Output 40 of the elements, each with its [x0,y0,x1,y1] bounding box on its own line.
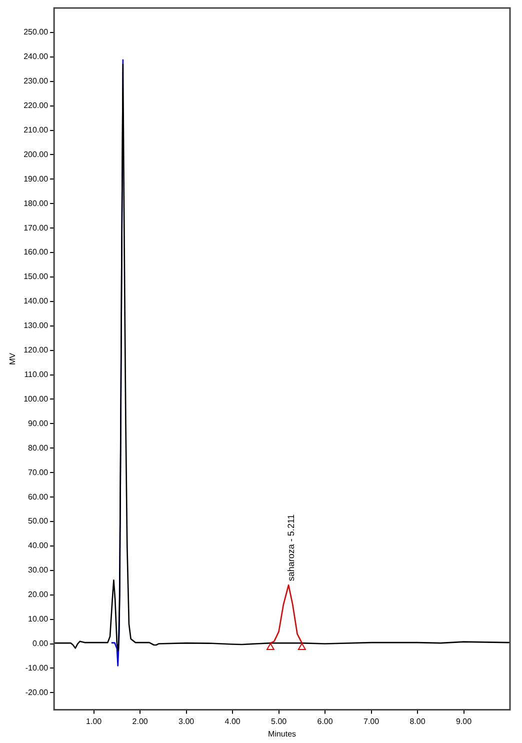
y-tick-label: 70.00 [28,468,49,477]
y-tick-label: 110.00 [24,370,49,379]
y-tick-label: 250.00 [24,28,49,37]
x-tick-label: 1.00 [86,716,102,726]
y-tick-label: 230.00 [24,76,49,86]
y-axis-title: MV [8,352,18,365]
y-tick-label: -10.00 [25,663,49,672]
y-tick-label: 40.00 [28,541,49,550]
x-tick-label: 5.00 [271,716,288,726]
x-tick-label: 9.00 [456,716,472,726]
y-tick-label: 30.00 [28,566,49,575]
y-tick-label: 60.00 [28,492,49,502]
y-tick-label: 150.00 [24,272,49,282]
y-tick-label: 190.00 [24,174,49,184]
y-tick-label: 160.00 [24,248,49,257]
y-tick-label: 50.00 [28,516,49,526]
y-tick-label: 0.00 [32,638,49,648]
x-tick-label: 8.00 [410,716,426,726]
annotation: saharoza - 5.211 [286,514,296,582]
x-axis-title: Minutes [268,729,296,738]
x-tick-label: 2.00 [132,716,148,726]
y-tick-label: 130.00 [24,321,49,330]
y-tick-label: 210.00 [24,125,49,134]
y-tick-label: 80.00 [28,443,49,452]
y-tick-label: 20.00 [28,590,49,600]
y-tick-label: 200.00 [24,150,49,159]
y-tick-label: -20.00 [25,688,49,697]
y-tick-label: 120.00 [24,346,49,355]
x-tick-label: 3.00 [178,716,195,726]
y-tick-label: 240.00 [24,52,49,62]
x-tick-label: 7.00 [363,716,380,726]
y-tick-label: 140.00 [24,296,49,306]
y-tick-label: 180.00 [24,198,49,208]
y-tick-label: 220.00 [24,101,49,110]
y-tick-label: 170.00 [24,223,49,232]
y-tick-label: 90.00 [28,418,49,428]
x-tick-label: 4.00 [224,716,241,726]
x-tick-label: 6.00 [317,716,334,726]
y-tick-label: 100.00 [24,394,49,404]
y-tick-label: 10.00 [28,614,49,624]
